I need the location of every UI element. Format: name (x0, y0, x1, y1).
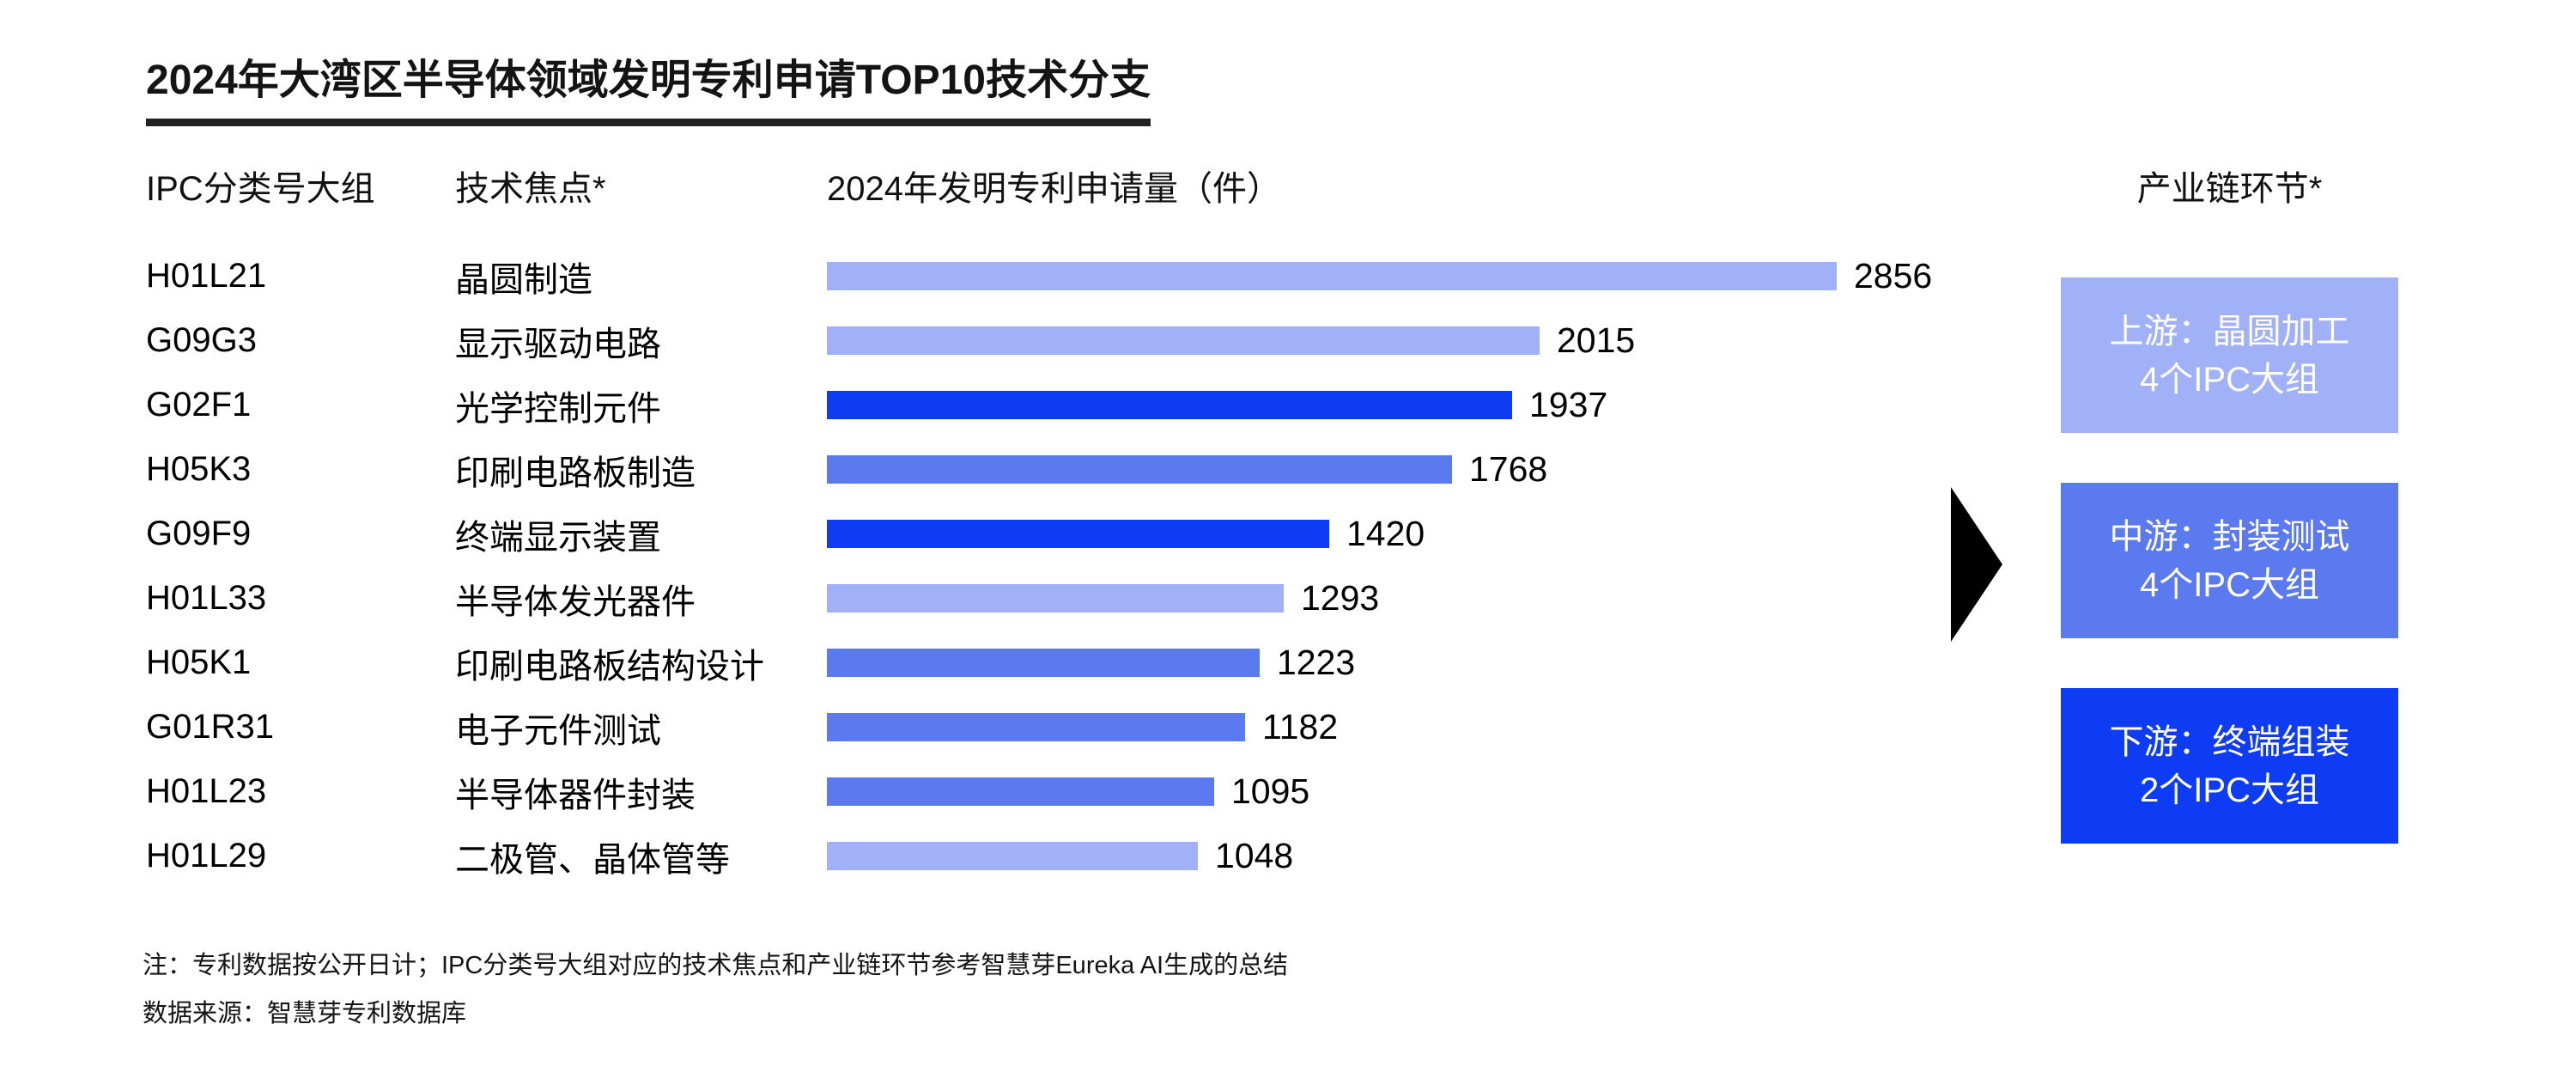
ipc-code: H01L29 (146, 837, 267, 875)
chain-box-line2: 2个IPC大组 (2140, 771, 2319, 809)
bar-value: 2856 (1854, 256, 1933, 296)
table-row: G01R31 电子元件测试 1182 (0, 695, 2061, 759)
bar-value: 1095 (1231, 771, 1310, 811)
bar (827, 391, 1512, 419)
table-row: H05K3 印刷电路板制造 1768 (0, 437, 2061, 502)
column-header-chain: 产业链环节* (2136, 170, 2323, 208)
tech-focus-label: 晶圆制造 (455, 260, 592, 299)
tech-focus-label: 印刷电路板结构设计 (455, 647, 764, 686)
tech-focus-label: 光学控制元件 (455, 389, 661, 428)
bar-value: 1048 (1215, 836, 1294, 875)
ipc-code: G01R31 (146, 708, 274, 746)
chain-box-line2: 4个IPC大组 (2140, 565, 2319, 604)
bar (827, 649, 1260, 677)
chain-box: 下游：终端组装 2个IPC大组 (2061, 688, 2398, 844)
bar (827, 584, 1284, 613)
column-headers: IPC分类号大组 技术焦点* 2024年发明专利申请量（件） (0, 168, 2061, 210)
ipc-code: G09F9 (146, 515, 252, 552)
ipc-code: H01L21 (146, 257, 267, 295)
chain-box-line1: 下游：终端组装 (2109, 722, 2350, 761)
bar (827, 713, 1245, 741)
chain-box-line2: 4个IPC大组 (2140, 360, 2319, 399)
tech-focus-label: 半导体发光器件 (455, 582, 696, 621)
table-row: H01L33 半导体发光器件 1293 (0, 566, 2061, 631)
footnotes: 注：专利数据按公开日计；IPC分类号大组对应的技术焦点和产业链环节参考智慧芽Eu… (143, 942, 1288, 1038)
table-row: H01L21 晶圆制造 2856 (0, 244, 2061, 308)
bar-value: 2015 (1557, 320, 1636, 360)
chart-rows: H01L21 晶圆制造 2856 G09G3 显示驱动电路 2015 G02F1… (0, 244, 2061, 888)
tech-focus-label: 二极管、晶体管等 (455, 840, 730, 879)
bar (827, 520, 1329, 548)
chain-box: 上游：晶圆加工 4个IPC大组 (2061, 277, 2398, 433)
bar (827, 262, 1837, 290)
ipc-code: H01L23 (146, 772, 267, 810)
bar (827, 455, 1452, 484)
right-arrow-icon (1951, 487, 2002, 642)
table-row: G09F9 终端显示装置 1420 (0, 502, 2061, 566)
chain-box: 中游：封装测试 4个IPC大组 (2061, 483, 2398, 638)
table-row: G02F1 光学控制元件 1937 (0, 373, 2061, 437)
bar (827, 326, 1540, 355)
tech-focus-label: 终端显示装置 (455, 518, 661, 557)
bar-value: 1293 (1301, 578, 1380, 618)
bar-value: 1937 (1529, 385, 1608, 424)
footnote-line: 数据来源：智慧芽专利数据库 (143, 1000, 467, 1027)
table-row: H01L23 半导体器件封装 1095 (0, 759, 2061, 824)
bar-value: 1420 (1346, 514, 1425, 553)
tech-focus-label: 半导体器件封装 (455, 776, 696, 814)
chain-boxes: 上游：晶圆加工 4个IPC大组 中游：封装测试 4个IPC大组 下游：终端组装 … (2061, 277, 2398, 893)
table-row: H05K1 印刷电路板结构设计 1223 (0, 631, 2061, 695)
table-row: H01L29 二极管、晶体管等 1048 (0, 824, 2061, 888)
tech-focus-label: 显示驱动电路 (455, 325, 661, 363)
chain-box-line1: 中游：封装测试 (2109, 517, 2350, 556)
tech-focus-label: 电子元件测试 (455, 711, 661, 750)
ipc-code: H01L33 (146, 579, 267, 617)
tech-focus-label: 印刷电路板制造 (455, 454, 696, 492)
column-header-ipc: IPC分类号大组 (146, 170, 375, 208)
footnote-line: 注：专利数据按公开日计；IPC分类号大组对应的技术焦点和产业链环节参考智慧芽Eu… (143, 952, 1289, 979)
bar-value: 1223 (1277, 643, 1356, 682)
bar (827, 777, 1214, 806)
ipc-code: H05K1 (146, 643, 252, 681)
ipc-code: G02F1 (146, 386, 252, 424)
column-header-volume: 2024年发明专利申请量（件） (827, 170, 1281, 208)
bar-value: 1768 (1469, 449, 1548, 489)
bar-value: 1182 (1262, 707, 1339, 747)
table-row: G09G3 显示驱动电路 2015 (0, 308, 2061, 373)
page-title: 2024年大湾区半导体领域发明专利申请TOP10技术分支 (146, 55, 1151, 126)
ipc-code: G09G3 (146, 321, 257, 359)
ipc-code: H05K3 (146, 450, 252, 488)
bar (827, 842, 1198, 870)
chain-box-line1: 上游：晶圆加工 (2109, 312, 2350, 350)
column-header-focus: 技术焦点* (455, 170, 606, 208)
